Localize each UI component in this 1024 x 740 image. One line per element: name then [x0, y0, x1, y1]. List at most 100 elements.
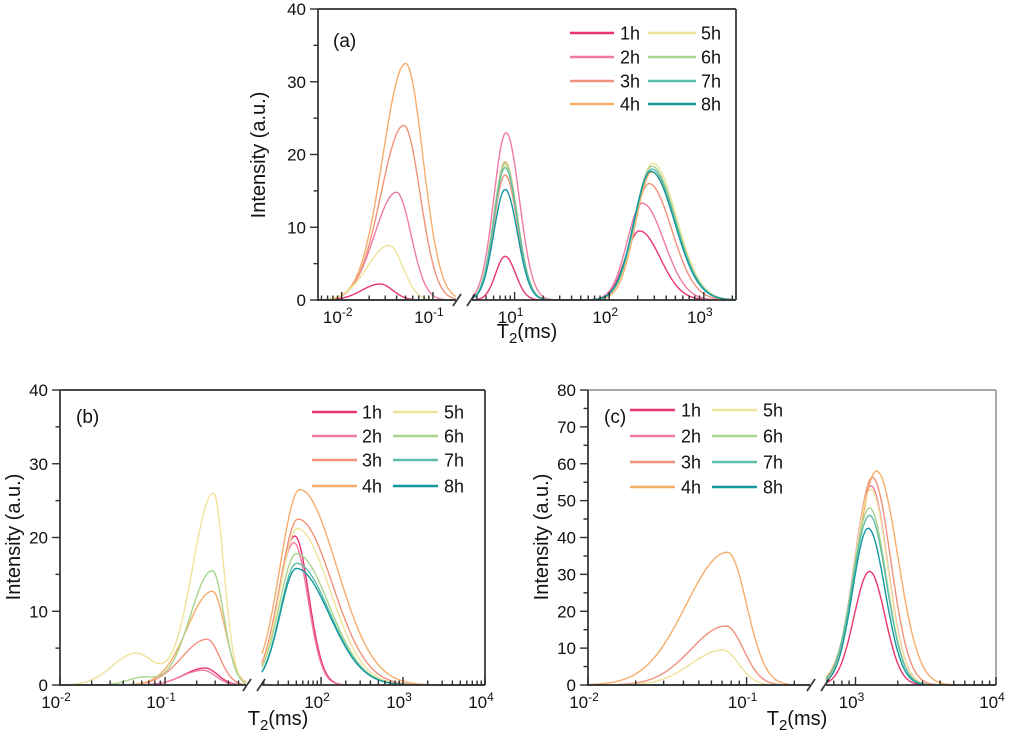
legend-label: 5h: [701, 24, 721, 44]
legend-item-1h: 1h: [312, 403, 382, 423]
legend-item-8h: 8h: [712, 478, 783, 498]
legend-label: 8h: [444, 477, 464, 497]
legend-item-3h: 3h: [312, 451, 382, 471]
curves: [318, 62, 736, 301]
x-axis: 10-2 10-1 102 103 104: [41, 677, 494, 712]
legend-item-2h: 2h: [312, 427, 382, 447]
legend-item-3h: 3h: [570, 72, 640, 92]
x-tick-label: 10-2: [569, 690, 599, 712]
legend-item-7h: 7h: [712, 453, 783, 473]
legend: 1h 2h 3h 4h 5h 6h 7h 8h: [312, 403, 464, 497]
legend-label: 4h: [362, 477, 382, 497]
x-tick-label: 10-1: [414, 305, 444, 327]
curve-8h: [588, 527, 996, 686]
y-tick-label: 60: [557, 455, 576, 474]
y-axis: 0 10 20 30 40: [287, 0, 318, 310]
y-tick-label: 70: [557, 418, 576, 437]
axis-break-marks: [452, 293, 476, 307]
legend-label: 4h: [681, 478, 701, 498]
y-tick-label: 40: [557, 529, 576, 548]
legend-label: 6h: [763, 427, 783, 447]
legend-item-1h: 1h: [570, 24, 640, 44]
x-tick-label: 103: [386, 690, 412, 712]
legend-item-4h: 4h: [312, 477, 382, 497]
axis-break-marks: [242, 678, 266, 692]
legend-label: 8h: [701, 95, 721, 115]
legend-label: 5h: [444, 403, 464, 423]
curve-6h: [588, 507, 996, 686]
y-tick-label: 30: [557, 565, 576, 584]
legend-item-2h: 2h: [630, 427, 701, 447]
y-axis-title: Intensity (a.u.): [531, 474, 553, 601]
legend-item-4h: 4h: [630, 478, 701, 498]
x-tick-label: 101: [498, 305, 524, 327]
panel-b: 10-2 10-1 102 103 104 0 10 20 30 40 T2(ms) Intensit…: [3, 381, 494, 734]
legend-item-5h: 5h: [393, 403, 464, 423]
y-tick-label: 30: [29, 455, 48, 474]
panel-a: 10-2 10-1 101 102 103 0 10 20 30 40 T2(ms) Intensit…: [248, 0, 737, 347]
x-tick-label: 104: [979, 690, 1005, 712]
y-tick-label: 30: [287, 73, 306, 92]
panel-c: 10-2 10-1 103 104 0 10 20 30 40 50 60 70 80 T2(ms) Int…: [531, 381, 1005, 734]
x-tick-label: 10-1: [728, 690, 758, 712]
curve-3h: [588, 476, 996, 686]
x-tick-label: 104: [468, 690, 494, 712]
panel-label: (c): [604, 407, 626, 428]
y-axis: 0 10 20 30 40: [29, 381, 60, 695]
legend-label: 3h: [362, 451, 382, 471]
curves: [60, 488, 485, 686]
panel-label: (b): [76, 407, 99, 428]
legend-item-3h: 3h: [630, 453, 701, 473]
y-tick-label: 40: [287, 0, 306, 19]
y-tick-label: 0: [567, 676, 576, 695]
legend-item-8h: 8h: [393, 477, 464, 497]
curve-4h: [588, 470, 996, 686]
curve-3h: [60, 518, 485, 686]
curve-7h: [588, 514, 996, 686]
legend-label: 2h: [362, 427, 382, 447]
panel-label: (a): [333, 31, 356, 52]
y-axis-title: Intensity (a.u.): [248, 92, 270, 219]
y-tick-label: 20: [287, 146, 306, 165]
x-tick-label: 10-1: [146, 690, 176, 712]
legend: 1h 2h 3h 4h 5h 6h 7h 8h: [630, 401, 783, 498]
y-axis-title: Intensity (a.u.): [3, 474, 25, 601]
y-tick-label: 20: [557, 602, 576, 621]
x-tick-label: 10-2: [41, 690, 71, 712]
legend-label: 5h: [763, 401, 783, 421]
y-tick-label: 0: [297, 291, 306, 310]
x-axis-title: T2(ms): [497, 321, 558, 347]
legend-label: 2h: [681, 427, 701, 447]
legend-item-7h: 7h: [393, 451, 464, 471]
frame: [587, 389, 997, 686]
legend-label: 7h: [444, 451, 464, 471]
curve-2h: [588, 485, 996, 686]
y-tick-label: 10: [29, 602, 48, 621]
legend-label: 7h: [763, 453, 783, 473]
frame: [317, 8, 737, 301]
curve-5h: [60, 492, 485, 686]
curve-6h: [60, 553, 485, 686]
legend-label: 1h: [681, 401, 701, 421]
x-axis-title: T2(ms): [248, 708, 309, 734]
legend-label: 6h: [444, 427, 464, 447]
y-tick-label: 50: [557, 492, 576, 511]
legend-item-7h: 7h: [648, 72, 721, 92]
x-axis: 10-2 10-1 103 104: [569, 677, 1005, 712]
legend-item-5h: 5h: [712, 401, 783, 421]
legend-label: 8h: [763, 478, 783, 498]
y-tick-label: 10: [287, 218, 306, 237]
curve-1h: [588, 570, 996, 686]
x-tick-label: 10-2: [323, 305, 353, 327]
curve-5h: [588, 488, 996, 686]
x-axis-title: T2(ms): [767, 708, 828, 734]
x-tick-label: 103: [687, 305, 713, 327]
legend-item-2h: 2h: [570, 48, 640, 68]
legend-label: 1h: [362, 403, 382, 423]
y-tick-label: 0: [39, 676, 48, 695]
legend-label: 2h: [620, 48, 640, 68]
y-tick-label: 80: [557, 381, 576, 400]
legend-label: 6h: [701, 48, 721, 68]
